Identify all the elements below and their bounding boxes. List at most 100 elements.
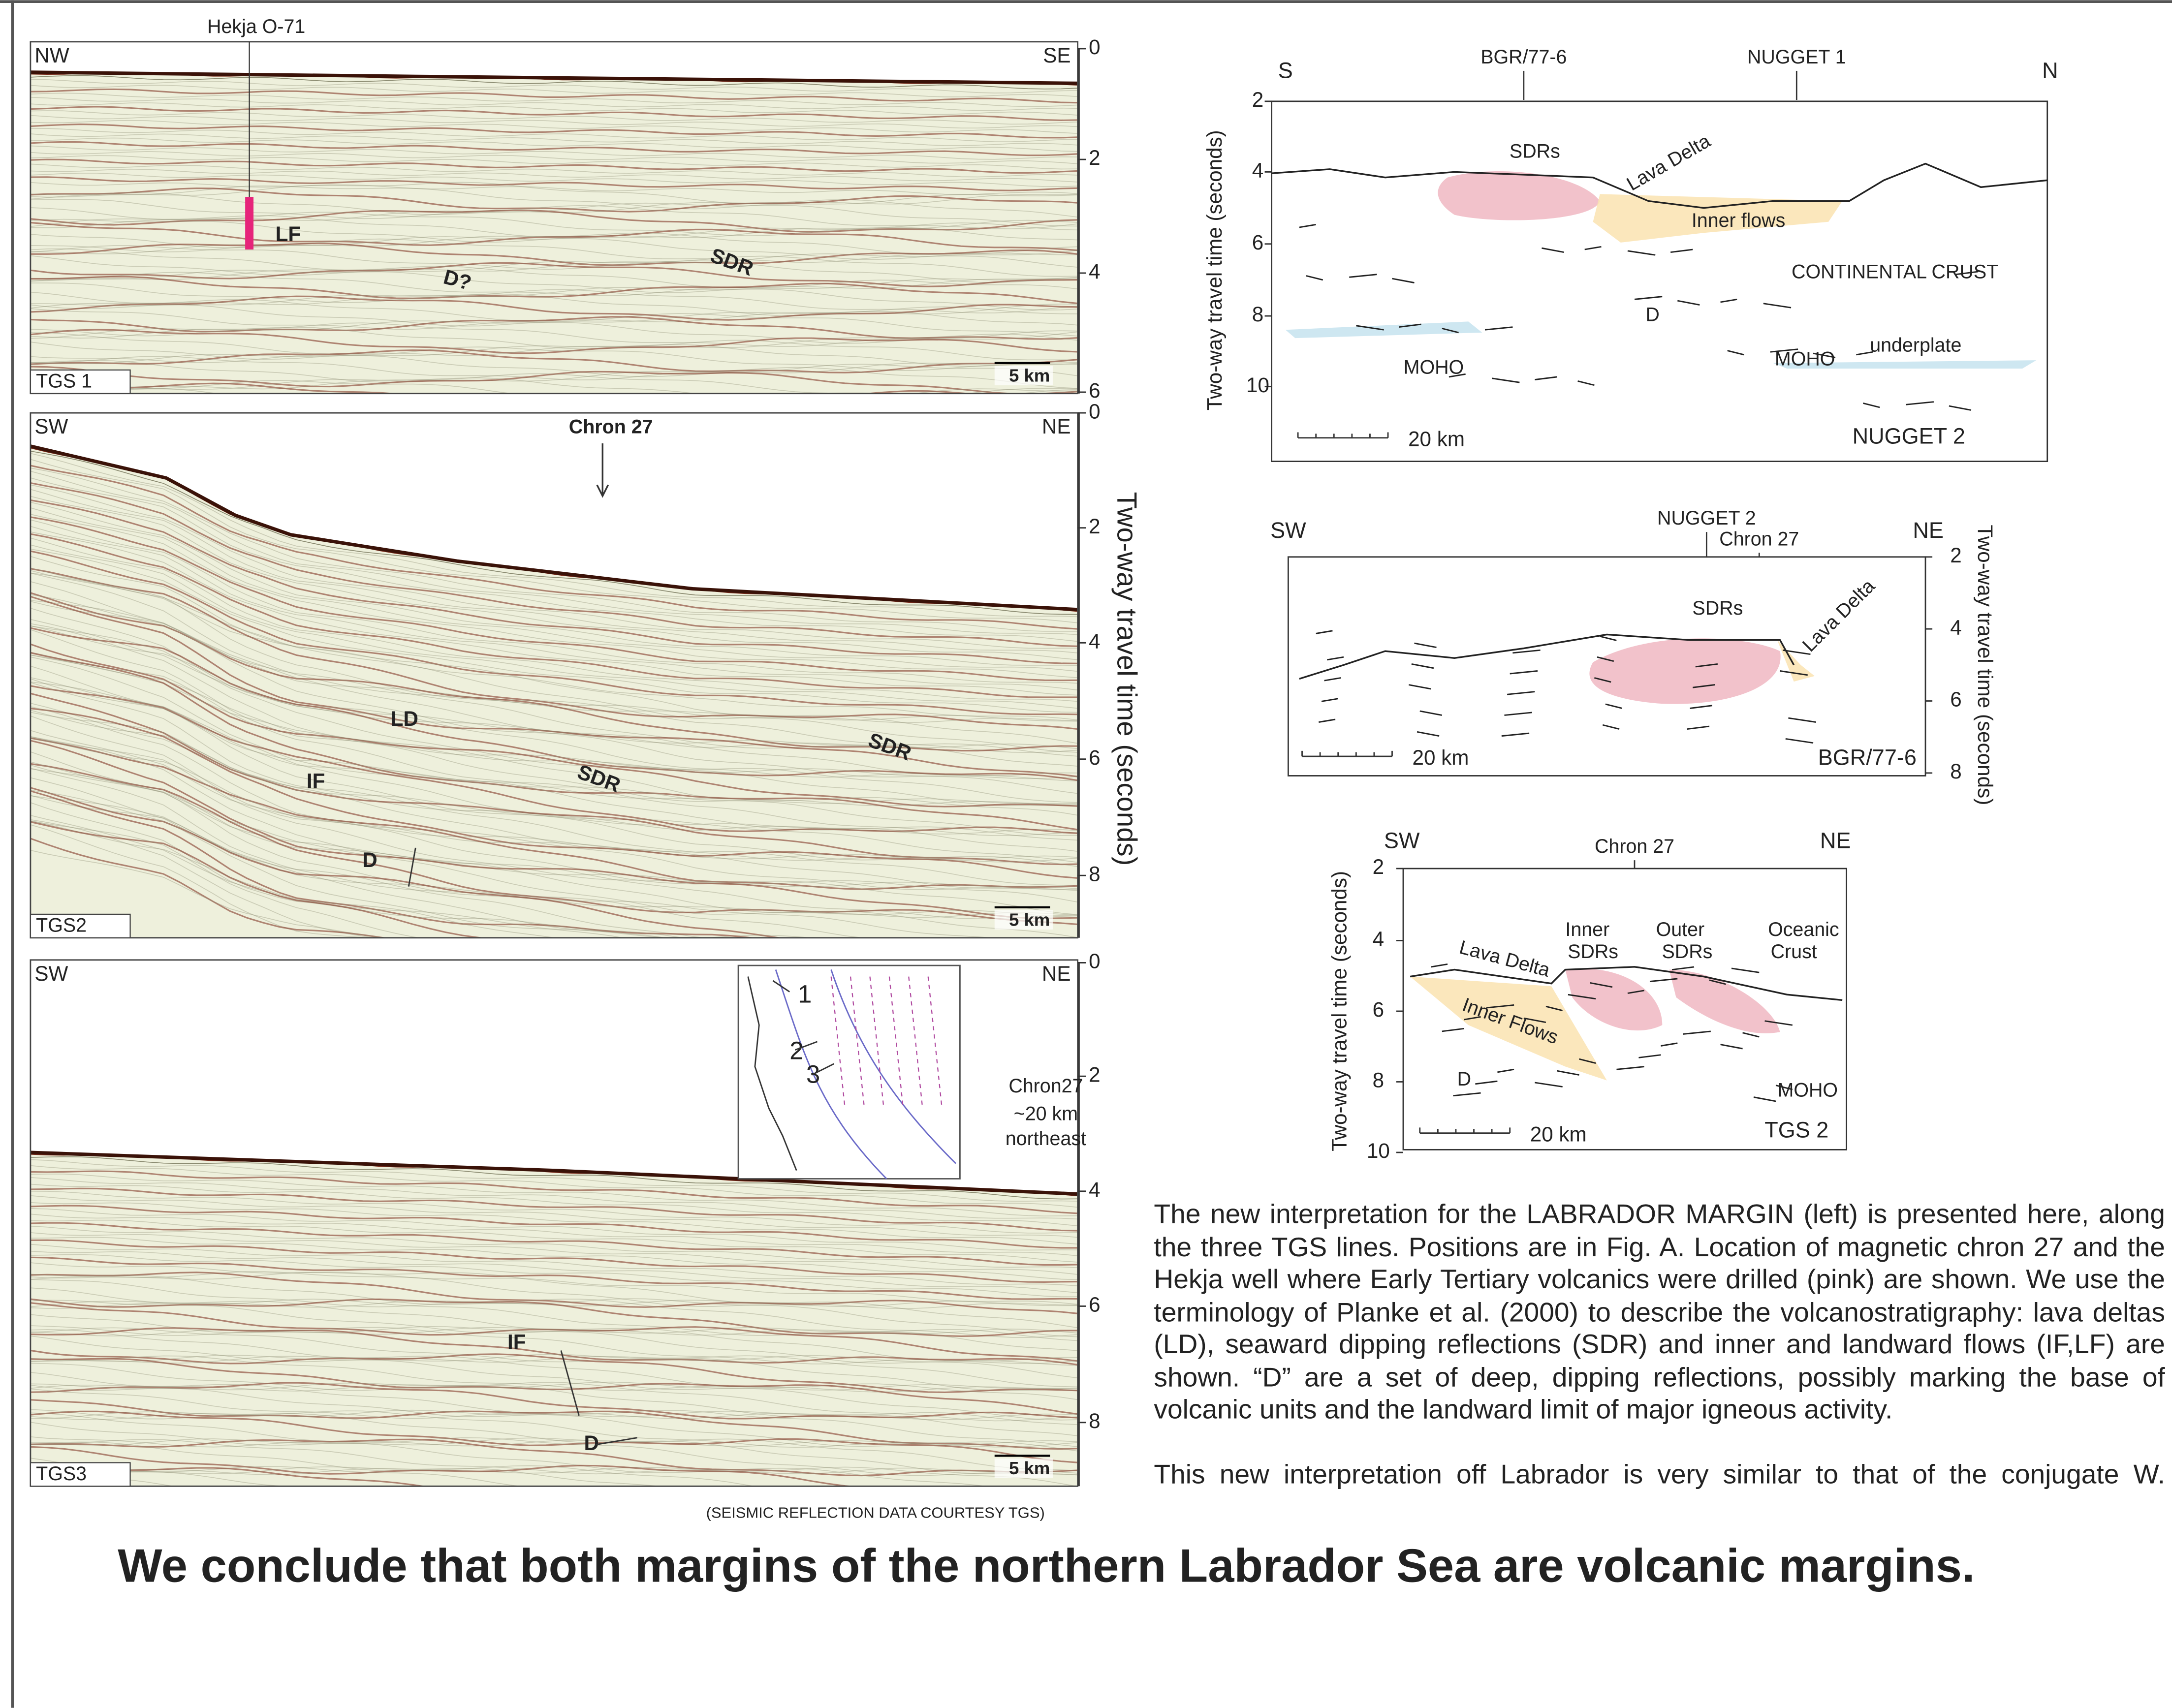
reflector: [30, 1219, 1078, 1263]
reflector: [30, 1382, 1078, 1420]
reflector: [30, 236, 1078, 260]
reflector: [30, 1287, 1078, 1338]
well-label: Chron 27: [1719, 528, 1799, 550]
water-column: [30, 413, 1078, 608]
reflector: [30, 1300, 1078, 1351]
reflector: [30, 787, 784, 938]
inset-anomaly: [927, 976, 943, 1109]
interpreted-unit: [1589, 638, 1781, 704]
reflector: [30, 1272, 1078, 1314]
axis-title: Two-way travel time (seconds): [1328, 871, 1351, 1151]
inset-label: 1: [798, 980, 812, 1008]
reflector: [30, 1237, 1078, 1280]
reflector: [30, 137, 1078, 152]
direction-label: NW: [34, 44, 69, 67]
reflector: [30, 255, 1078, 283]
reflector: [30, 308, 1078, 337]
direction-label: SW: [34, 962, 68, 985]
scale-label: 5 km: [1009, 1458, 1050, 1478]
reflector: [30, 623, 1078, 803]
panel-frame: [30, 959, 1079, 1487]
reflector: [30, 1208, 1078, 1251]
reflector: [30, 199, 1078, 227]
reflector: [30, 1436, 1078, 1476]
description-paragraph: This new interpretation off Labrador is …: [1154, 1459, 2165, 1490]
reflector: [30, 548, 1078, 713]
reflector: [30, 594, 1078, 767]
reflector: [30, 1466, 662, 1487]
reflector: [30, 581, 1078, 753]
reflector: [30, 1411, 1078, 1452]
reflector: [30, 625, 1078, 778]
reflector: [30, 821, 486, 938]
unit-label: D: [1457, 1068, 1471, 1090]
reflector: [30, 1439, 1078, 1487]
reflector: [30, 316, 1078, 340]
reflector: [30, 499, 1078, 664]
unit-label: Inner flows: [1692, 210, 1785, 231]
reflector: [30, 507, 1078, 672]
panel-label: TGS3: [36, 1463, 87, 1485]
reflector: [30, 276, 1078, 305]
reflector: [30, 677, 1078, 852]
reflector: [30, 768, 1078, 918]
reflector: [30, 1355, 1078, 1391]
reflector: [30, 377, 1078, 394]
reflector: [30, 1388, 1078, 1447]
annotation: IF: [507, 1331, 526, 1354]
reflector: [30, 496, 1078, 660]
reflector: [30, 1363, 1078, 1421]
reflector: [30, 88, 1078, 104]
scale-bar: [1301, 750, 1393, 757]
inset-coast: [747, 976, 797, 1171]
reflector: [30, 366, 1078, 394]
annotation: IF: [307, 770, 325, 793]
inset-anomaly: [869, 976, 884, 1109]
reflector: [30, 1190, 1078, 1234]
unit-label: SDRs: [1662, 941, 1713, 963]
reflector: [30, 1327, 1078, 1365]
reflector: [30, 484, 1078, 649]
reflector: [30, 1458, 756, 1487]
scale-label: 5 km: [1009, 910, 1050, 930]
scale-label: 5 km: [1009, 366, 1050, 386]
reflector: [30, 763, 1078, 926]
tick-label: 4: [1089, 260, 1100, 283]
reflector: [30, 209, 1078, 233]
scale-bg: [994, 1458, 1053, 1478]
reflector: [30, 1213, 1078, 1256]
reflector: [30, 482, 1078, 647]
reflector: [30, 212, 1078, 236]
reflector: [30, 737, 1078, 890]
reflector: [30, 838, 389, 938]
panel-label-box: [30, 913, 131, 938]
reflector: [30, 1232, 1078, 1275]
tick-label: 8: [1950, 760, 1961, 783]
reflector: [30, 627, 1078, 781]
reflector: [30, 1441, 988, 1487]
reflector: [30, 238, 1078, 263]
reflector: [30, 158, 1078, 174]
panel-frame: [30, 41, 1079, 395]
reflector: [30, 1254, 1078, 1298]
seafloor: [30, 1150, 1078, 1196]
reflector: [30, 489, 1078, 653]
reflector: [30, 572, 1078, 753]
water-column: [30, 41, 1078, 82]
reflector: [30, 293, 1078, 316]
reflector: [30, 221, 1078, 251]
reflector: [30, 115, 1078, 129]
tick-label: 0: [1089, 950, 1100, 973]
reflector: [30, 272, 1078, 296]
reflector: [30, 1355, 1078, 1400]
tick-label: 4: [1089, 1178, 1100, 1201]
unit-label: CONTINENTAL CRUST: [1792, 261, 1998, 282]
reflector: [30, 185, 1078, 210]
well-label: Hekja O-71: [207, 16, 305, 37]
description-paragraph: The new interpretation for the LABRADOR …: [1154, 1199, 2165, 1426]
reflector-dashes: [1316, 630, 1816, 744]
axis-title: Two-way travel time (seconds): [1974, 525, 1997, 805]
reflector: [30, 1159, 1078, 1202]
reflector: [30, 730, 1078, 890]
